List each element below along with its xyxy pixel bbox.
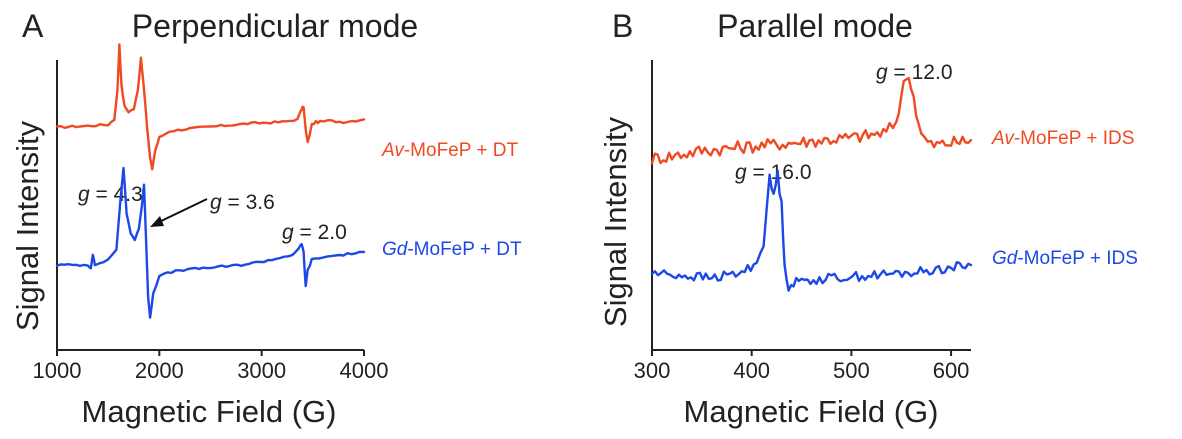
g-value: = 3.6	[222, 191, 275, 214]
series-label-prefix: Gd	[992, 248, 1019, 269]
series-label-prefix: Gd	[382, 239, 409, 260]
panel-a-letter: A	[22, 8, 44, 44]
series-label-prefix: Av	[991, 128, 1015, 149]
series-label-gd-moFeP-ids: Gd-MoFeP + IDS	[992, 248, 1138, 269]
arrow-head	[150, 216, 164, 227]
g-value: = 4.3	[90, 183, 143, 206]
panel-b-g-16.0-label: g = 16.0	[735, 161, 812, 184]
panel-a-plot: 1000 2000 3000 4000	[33, 43, 389, 383]
g-symbol: g	[876, 61, 888, 84]
x-tick-label: 2000	[135, 358, 184, 383]
panel-b-title: Parallel mode	[717, 8, 913, 44]
panel-b-g-12.0-label: g = 12.0	[876, 61, 953, 84]
panel-b-y-axis-title: Signal Intensity	[598, 116, 633, 327]
panel-a-g-2.0-label: g = 2.0	[282, 221, 347, 244]
series-label-av-moFeP-dt: Av-MoFeP + DT	[381, 140, 518, 161]
x-tick-label: 500	[833, 358, 870, 383]
series-label-gd-moFeP-dt: Gd-MoFeP + DT	[382, 239, 522, 260]
panel-b-letter: B	[612, 8, 633, 44]
x-tick-label: 1000	[33, 358, 82, 383]
panel-a-g-3.6-label: g = 3.6	[210, 191, 275, 214]
g-symbol: g	[210, 191, 222, 214]
panel-a-title: Perpendicular mode	[132, 8, 418, 44]
x-tick-label: 400	[733, 358, 770, 383]
x-tick-label: 300	[634, 358, 671, 383]
x-tick-label: 600	[933, 358, 970, 383]
series-label-rest: -MoFeP + IDS	[1014, 128, 1135, 149]
panel-a-x-axis-title: Magnetic Field (G)	[82, 394, 337, 429]
series-label-prefix: Av	[381, 140, 405, 161]
x-tick-label: 4000	[340, 358, 389, 383]
series-label-rest: -MoFeP + IDS	[1017, 248, 1138, 269]
arrow-shaft	[156, 198, 208, 224]
panel-b-x-axis-title: Magnetic Field (G)	[684, 394, 939, 429]
g-value: = 12.0	[888, 61, 953, 84]
g-symbol: g	[735, 161, 747, 184]
g-value: = 16.0	[747, 161, 812, 184]
series-label-rest: -MoFeP + DT	[407, 239, 522, 260]
series-line-av-0	[55, 43, 366, 171]
g-symbol: g	[78, 183, 90, 206]
series-line-av-1	[650, 76, 973, 165]
x-tick-label: 3000	[237, 358, 286, 383]
series-label-av-moFeP-ids: Av-MoFeP + IDS	[991, 128, 1134, 149]
series-label-rest: -MoFeP + DT	[404, 140, 519, 161]
panel-b-plot: 300 400 500 600	[634, 60, 973, 383]
series-line-gd-1	[650, 169, 973, 292]
panel-a-g-4.3-label: g = 4.3	[78, 183, 143, 206]
panel-a-y-axis-title: Signal Intensity	[10, 120, 45, 331]
g-value: = 2.0	[294, 221, 347, 244]
series-line-gd-0	[55, 166, 366, 319]
panel-a-arrow	[150, 198, 208, 227]
g-symbol: g	[282, 221, 294, 244]
